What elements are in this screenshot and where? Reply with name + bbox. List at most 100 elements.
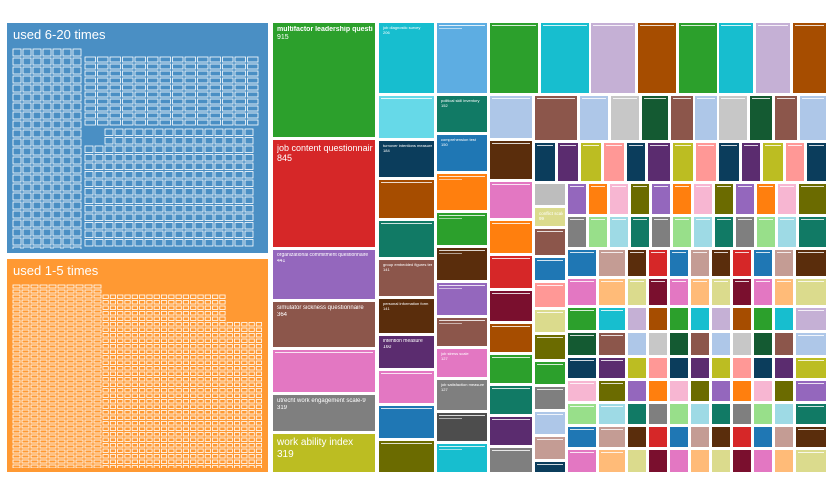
small-tile[interactable] [732,449,752,473]
small-tile[interactable] [598,449,626,473]
tile-c3-1[interactable]: political skill inventory 152 [436,95,488,133]
small-tile[interactable] [648,403,668,425]
tile-c4-9[interactable] [489,385,533,415]
small-tile[interactable] [711,403,731,425]
small-tile[interactable] [785,142,805,182]
small-tile[interactable] [714,183,734,215]
tile-c2-10[interactable] [378,440,435,473]
small-tile[interactable] [795,380,827,402]
small-tile[interactable] [669,357,689,379]
small-tile[interactable] [795,332,827,356]
small-tile[interactable] [690,332,710,356]
small-tile[interactable] [534,257,566,281]
small-tile[interactable] [627,403,647,425]
tile-c4-12[interactable] [489,474,533,476]
small-tile[interactable] [669,426,689,448]
small-tile[interactable] [753,426,773,448]
small-tile[interactable] [711,307,731,331]
tile-c2-2[interactable]: turnover intentions measure 184 [378,140,435,178]
small-tile[interactable] [534,386,566,410]
small-tile[interactable] [567,426,597,448]
small-tile[interactable] [598,307,626,331]
tile-c2-3[interactable] [378,179,435,219]
small-tile[interactable] [567,307,597,331]
tile-c3-5[interactable] [436,247,488,281]
small-tile[interactable] [774,95,798,141]
tile-c3-0[interactable] [436,22,488,94]
small-tile[interactable] [792,22,827,94]
tile-c2-6[interactable]: personal information form 141 [378,298,435,334]
group-used-1-5[interactable]: used 1-5 times [6,258,269,473]
small-tile[interactable] [647,142,671,182]
small-tile[interactable] [795,249,827,277]
small-tile[interactable] [670,95,694,141]
tile-c3-11[interactable] [436,443,488,473]
small-tile[interactable] [732,403,752,425]
small-tile[interactable] [627,332,647,356]
small-tile[interactable] [627,380,647,402]
small-tile[interactable] [711,249,731,277]
tile-c3-3[interactable] [436,173,488,211]
small-tile[interactable] [588,183,608,215]
small-tile[interactable] [534,142,556,182]
small-tile[interactable] [557,142,579,182]
small-tile[interactable] [627,307,647,331]
small-tile[interactable] [694,95,718,141]
small-tile[interactable] [798,216,827,248]
small-tile[interactable] [598,249,626,277]
small-tile[interactable] [753,357,773,379]
small-tile[interactable] [799,95,827,141]
small-tile[interactable] [732,332,752,356]
small-tile[interactable] [590,22,636,94]
small-tile[interactable] [627,249,647,277]
tile-c4-1[interactable] [489,95,533,139]
small-tile[interactable] [774,426,794,448]
small-tile[interactable] [756,183,776,215]
small-tile[interactable] [603,142,625,182]
small-tile[interactable] [567,332,597,356]
small-tile[interactable] [753,249,773,277]
small-tile[interactable] [749,95,773,141]
small-tile[interactable] [641,95,669,141]
small-tile[interactable] [648,357,668,379]
tile-c2-4[interactable] [378,220,435,258]
tile-2[interactable]: organizational commitment questionnaire 4… [272,249,376,300]
tile-c4-8[interactable] [489,354,533,384]
small-tile[interactable] [753,278,773,306]
small-tile[interactable] [711,380,731,402]
small-tile[interactable] [648,449,668,473]
tile-c4-11[interactable] [489,447,533,473]
small-tile[interactable] [669,307,689,331]
small-tile[interactable] [672,183,692,215]
small-tile[interactable] [598,332,626,356]
tile-c2-5[interactable]: group embedded figures test 141 [378,259,435,297]
small-tile[interactable] [806,142,827,182]
small-tile[interactable] [534,436,566,460]
small-tile[interactable] [777,183,797,215]
small-tile[interactable] [732,380,752,402]
small-tile[interactable] [693,216,713,248]
tile-c3-2[interactable]: comprehension test 150 [436,134,488,172]
small-tile[interactable] [774,278,794,306]
small-tile[interactable] [567,183,587,215]
small-tile[interactable] [732,357,752,379]
small-tile[interactable] [534,309,566,333]
small-tile[interactable] [609,183,629,215]
small-tile[interactable] [669,278,689,306]
small-tile[interactable] [795,426,827,448]
small-tile[interactable] [567,278,597,306]
small-tile[interactable] [534,411,566,435]
tile-c4-6[interactable] [489,290,533,322]
small-tile[interactable] [732,307,752,331]
small-tile[interactable] [580,142,602,182]
small-tile[interactable] [648,380,668,402]
small-tile[interactable] [711,426,731,448]
small-tile[interactable] [598,380,626,402]
small-tile[interactable] [695,142,717,182]
tile-c3-7[interactable] [436,317,488,347]
small-tile[interactable] [669,449,689,473]
small-tile[interactable] [690,357,710,379]
small-tile[interactable] [690,380,710,402]
small-tile[interactable] [755,22,791,94]
small-tile[interactable] [598,403,626,425]
